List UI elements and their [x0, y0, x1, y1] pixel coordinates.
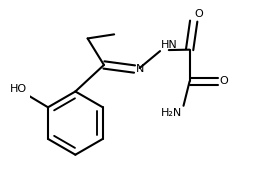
Text: HN: HN: [161, 40, 178, 50]
Text: HO: HO: [10, 84, 26, 94]
Text: H₂N: H₂N: [161, 108, 183, 118]
Text: N: N: [136, 64, 144, 74]
Text: O: O: [195, 9, 204, 19]
Text: O: O: [219, 76, 228, 86]
